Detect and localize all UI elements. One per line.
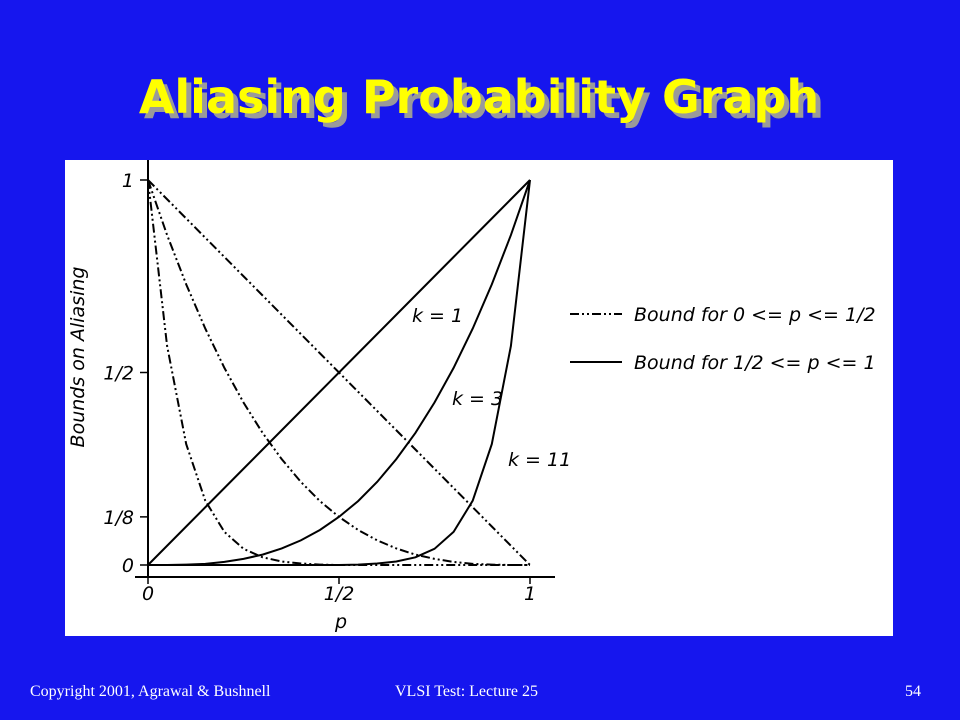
- series-line: [148, 179, 531, 566]
- y-tick-label: 1/2: [103, 363, 134, 385]
- curve-label: k = 1: [412, 305, 463, 327]
- x-tick-label: 0: [142, 583, 154, 605]
- legend-label: Bound for 1/2 <= p <= 1: [634, 352, 876, 374]
- curve-label: k = 3: [452, 388, 503, 410]
- y-tick-label: 1/8: [103, 507, 134, 529]
- y-axis-label: Bounds on Aliasing: [67, 267, 89, 448]
- footer-left: Copyright 2001, Agrawal & Bushnell: [30, 683, 271, 700]
- x-tick-label: 1: [524, 583, 536, 605]
- series-line: [147, 179, 531, 566]
- footer-right: 54: [905, 683, 921, 700]
- footer-center: VLSI Test: Lecture 25: [395, 683, 538, 700]
- series-line: [148, 179, 531, 566]
- chart-panel: [65, 160, 893, 636]
- x-tick-label: 1/2: [324, 583, 355, 605]
- y-tick-label: 1: [122, 170, 134, 192]
- title: Aliasing Probability Graph: [139, 70, 819, 124]
- y-tick-label: 0: [122, 555, 134, 577]
- legend-label: Bound for 0 <= p <= 1/2: [634, 304, 876, 326]
- title-shadow: Aliasing Probability Graph: [144, 75, 824, 129]
- curve-label: k = 11: [508, 449, 571, 471]
- x-axis-label: p: [334, 611, 347, 633]
